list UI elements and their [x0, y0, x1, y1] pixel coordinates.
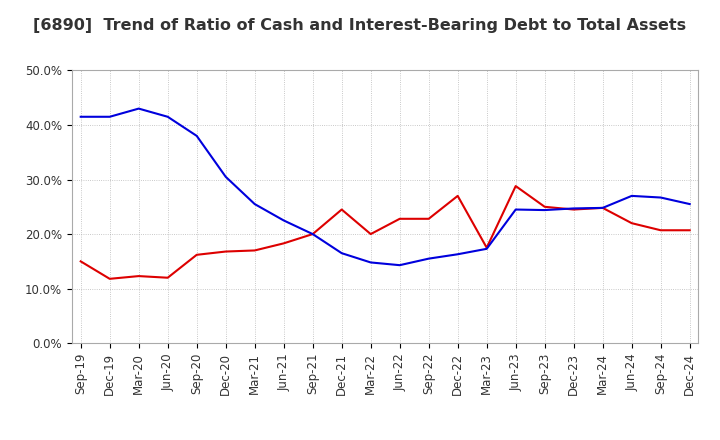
- Interest-Bearing Debt: [570, 206, 578, 211]
- Interest-Bearing Debt: [76, 114, 85, 119]
- Cash: [308, 231, 317, 237]
- Cash: [424, 216, 433, 221]
- Cash: [541, 204, 549, 209]
- Interest-Bearing Debt: [279, 218, 288, 223]
- Line: Cash: Cash: [81, 186, 690, 279]
- Cash: [657, 227, 665, 233]
- Interest-Bearing Debt: [657, 195, 665, 200]
- Cash: [454, 193, 462, 198]
- Interest-Bearing Debt: [366, 260, 375, 265]
- Interest-Bearing Debt: [598, 205, 607, 210]
- Interest-Bearing Debt: [541, 207, 549, 213]
- Cash: [570, 207, 578, 212]
- Cash: [685, 227, 694, 233]
- Interest-Bearing Debt: [338, 250, 346, 256]
- Interest-Bearing Debt: [627, 193, 636, 198]
- Interest-Bearing Debt: [105, 114, 114, 119]
- Line: Interest-Bearing Debt: Interest-Bearing Debt: [81, 109, 690, 265]
- Interest-Bearing Debt: [395, 263, 404, 268]
- Cash: [105, 276, 114, 282]
- Interest-Bearing Debt: [482, 246, 491, 251]
- Cash: [221, 249, 230, 254]
- Cash: [251, 248, 259, 253]
- Cash: [338, 207, 346, 212]
- Interest-Bearing Debt: [251, 202, 259, 207]
- Interest-Bearing Debt: [308, 231, 317, 237]
- Cash: [627, 220, 636, 226]
- Cash: [395, 216, 404, 221]
- Interest-Bearing Debt: [511, 207, 520, 212]
- Interest-Bearing Debt: [454, 252, 462, 257]
- Interest-Bearing Debt: [163, 114, 172, 119]
- Cash: [366, 231, 375, 237]
- Cash: [511, 183, 520, 189]
- Interest-Bearing Debt: [685, 202, 694, 207]
- Cash: [135, 273, 143, 279]
- Interest-Bearing Debt: [424, 256, 433, 261]
- Cash: [598, 205, 607, 210]
- Interest-Bearing Debt: [221, 174, 230, 180]
- Text: [6890]  Trend of Ratio of Cash and Interest-Bearing Debt to Total Assets: [6890] Trend of Ratio of Cash and Intere…: [33, 18, 687, 33]
- Cash: [482, 245, 491, 250]
- Interest-Bearing Debt: [192, 133, 201, 139]
- Cash: [76, 259, 85, 264]
- Interest-Bearing Debt: [135, 106, 143, 111]
- Cash: [192, 252, 201, 257]
- Cash: [279, 241, 288, 246]
- Cash: [163, 275, 172, 280]
